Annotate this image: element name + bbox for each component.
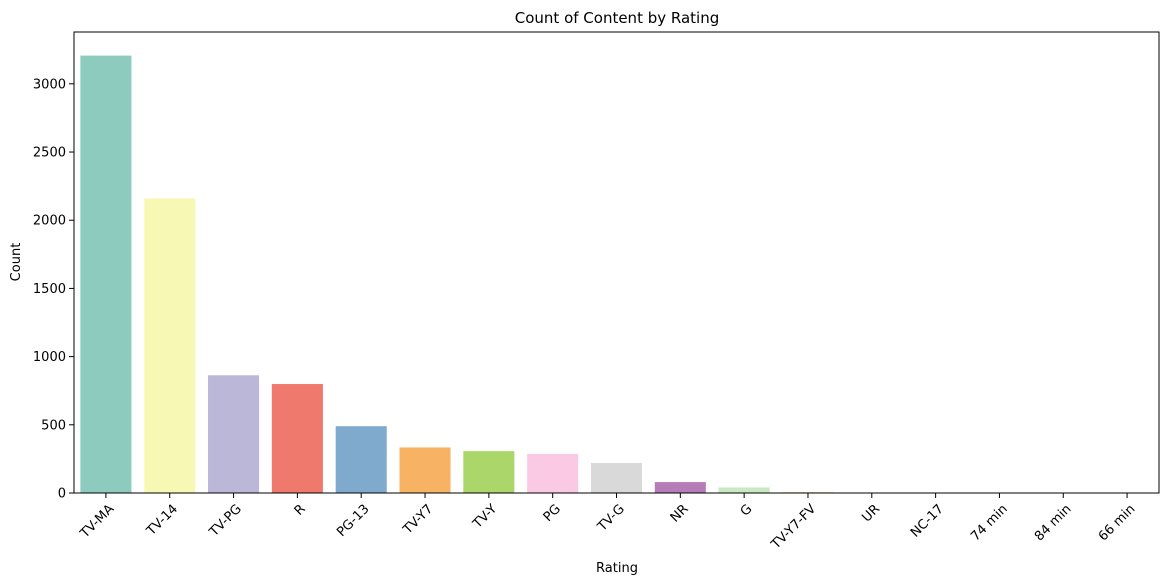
- chart-title: Count of Content by Rating: [515, 9, 720, 27]
- y-tick-label: 500: [41, 418, 66, 433]
- x-tick-label: 74 min: [968, 502, 1011, 545]
- x-tick-label: UR: [859, 502, 883, 526]
- x-tick-label: TV-MA: [77, 502, 117, 542]
- y-tick-label: 1000: [33, 350, 66, 365]
- y-tick-label: 1500: [33, 282, 66, 297]
- x-tick-label: G: [738, 502, 756, 520]
- bar-pg: [527, 453, 579, 493]
- y-tick-label: 2500: [33, 146, 66, 161]
- bar-g: [718, 487, 770, 493]
- bar-tv-y7: [399, 447, 451, 493]
- x-tick-label: TV-14: [143, 502, 181, 540]
- bars-group: [80, 55, 1153, 493]
- y-tick-label: 0: [58, 487, 66, 502]
- bar-r: [271, 384, 323, 493]
- x-tick-label: R: [292, 502, 309, 519]
- x-tick-label: 66 min: [1096, 502, 1139, 545]
- x-tick-label: NR: [668, 502, 692, 526]
- bar-tv-14: [144, 198, 196, 493]
- x-tick-label: TV-Y7-FV: [768, 502, 819, 553]
- y-tick-label: 2000: [33, 214, 66, 229]
- x-tick-label: TV-G: [594, 502, 627, 535]
- bar-tv-g: [590, 462, 643, 493]
- x-tick-label: 84 min: [1032, 502, 1075, 545]
- x-axis-label: Rating: [596, 561, 638, 576]
- x-tick-label: TV-PG: [206, 502, 245, 541]
- x-tick-label: TV-Y: [470, 502, 501, 533]
- bar-tv-pg: [208, 375, 260, 493]
- x-tick-label: PG: [541, 502, 564, 525]
- y-axis-ticks: 0 500 1000 1500 2000 2500 3000: [33, 77, 74, 502]
- x-tick-label: NC-17: [908, 502, 947, 541]
- bar-tv-ma: [80, 55, 132, 493]
- x-tick-label: TV-Y7: [400, 502, 436, 538]
- bar-tv-y: [463, 451, 515, 493]
- bar-nr: [654, 482, 706, 493]
- y-axis-label: Count: [9, 243, 24, 282]
- bar-pg-13: [335, 426, 387, 493]
- plot-frame: [73, 31, 1160, 494]
- x-axis-ticks: TV-MA TV-14 TV-PG R PG-13 TV-Y7 TV-Y PG TV-G NR G T…: [77, 493, 1138, 553]
- y-tick-label: 3000: [33, 77, 66, 92]
- x-tick-label: PG-13: [334, 502, 372, 540]
